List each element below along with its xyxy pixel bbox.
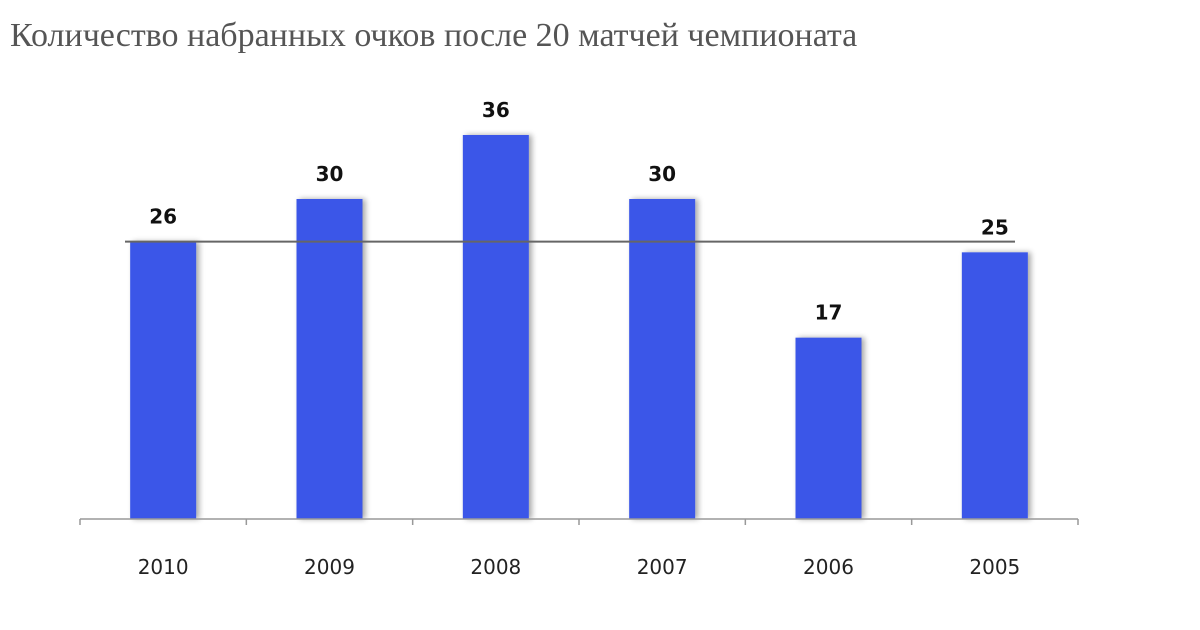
chart-title: Количество набранных очков после 20 матч… bbox=[10, 17, 857, 54]
value-label: 17 bbox=[815, 301, 843, 325]
x-tick-label: 2008 bbox=[470, 555, 521, 579]
x-tick-label: 2010 bbox=[138, 555, 189, 579]
value-label: 30 bbox=[316, 162, 344, 186]
bar bbox=[795, 337, 862, 519]
x-tick-label: 2005 bbox=[969, 555, 1020, 579]
value-label: 25 bbox=[981, 215, 1009, 239]
bar bbox=[629, 199, 696, 519]
bar bbox=[961, 252, 1028, 520]
value-label: 36 bbox=[482, 98, 510, 122]
x-tick-label: 2006 bbox=[803, 555, 854, 579]
bar bbox=[462, 135, 529, 519]
x-tick-label: 2007 bbox=[637, 555, 688, 579]
x-tick-label: 2009 bbox=[304, 555, 355, 579]
bar bbox=[296, 199, 363, 519]
value-label: 26 bbox=[149, 205, 177, 229]
bar bbox=[130, 241, 197, 519]
value-label: 30 bbox=[648, 162, 676, 186]
